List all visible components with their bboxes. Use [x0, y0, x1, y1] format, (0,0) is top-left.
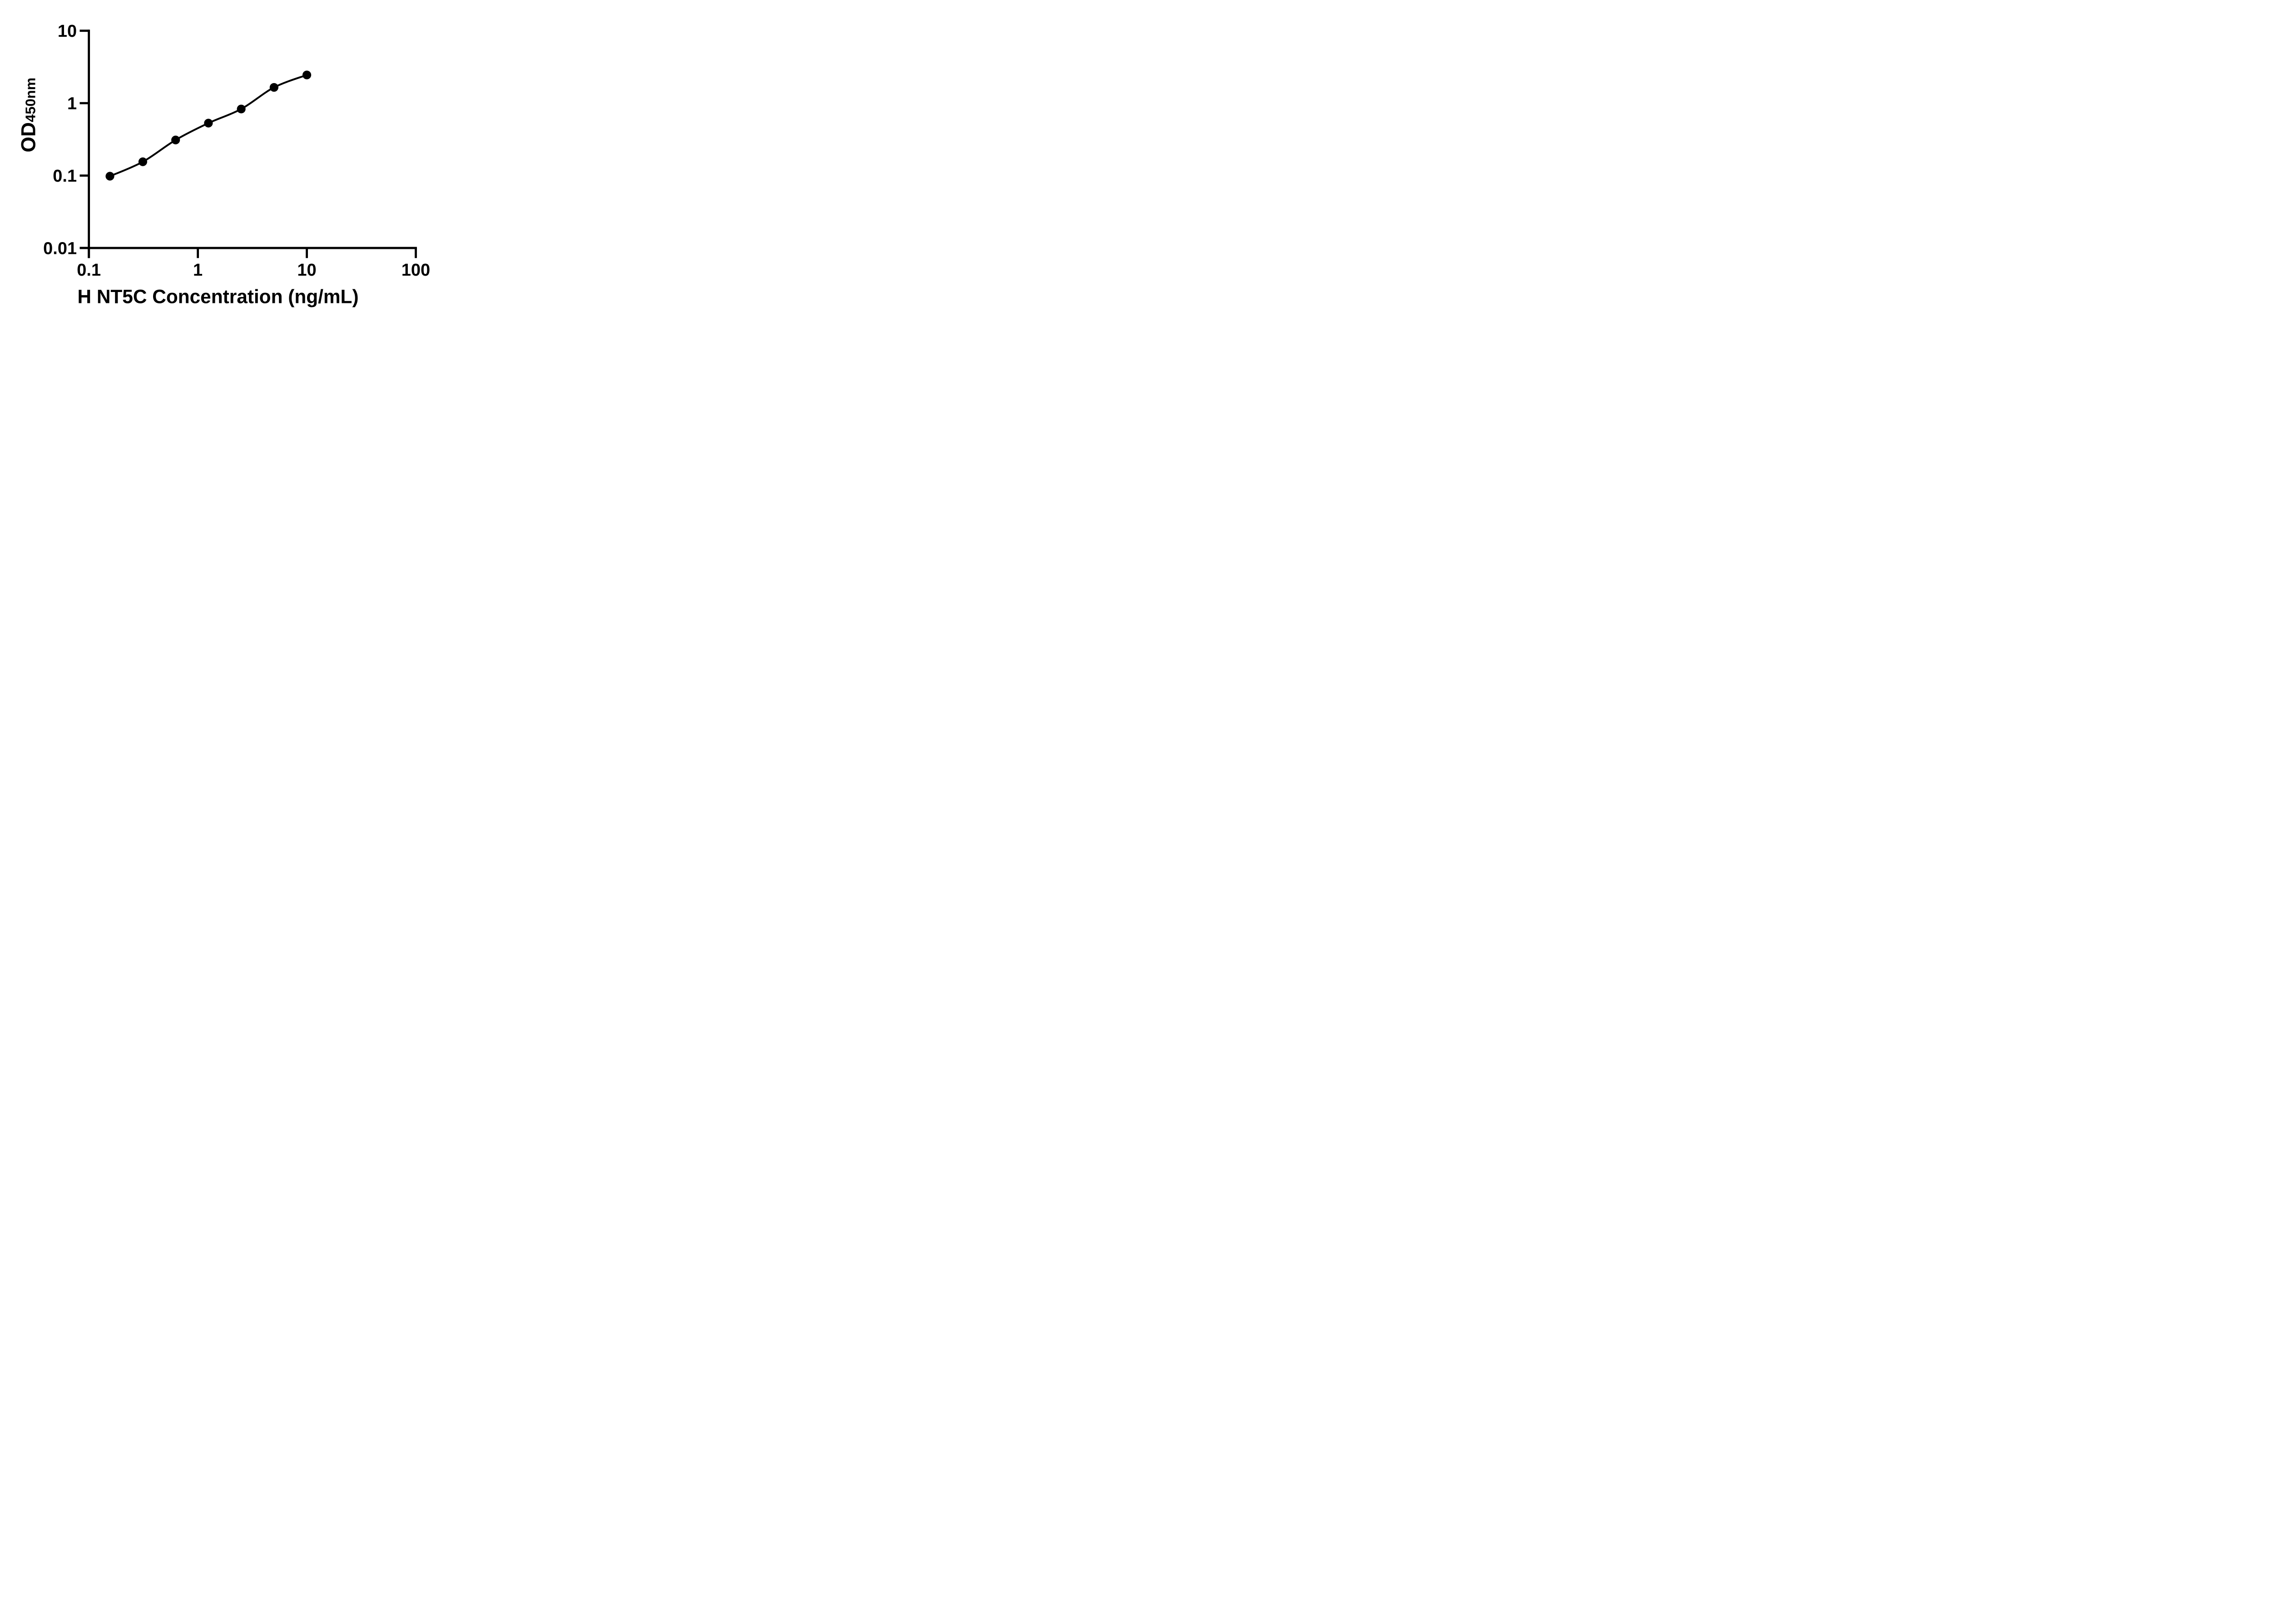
elisa-standard-curve-figure: 10 1 0.1 0.01 0.1 1 10 100 H NT5C Concentration… — [0, 0, 466, 325]
data-point — [171, 135, 180, 144]
x-tick-label: 10 — [297, 261, 316, 280]
axes — [79, 30, 417, 258]
data-point — [302, 70, 312, 79]
y-tick-label: 0.1 — [53, 167, 77, 186]
x-axis-title: H NT5C Concentration (ng/mL) — [77, 286, 358, 307]
y-axis-title-sub: 450nm — [23, 78, 39, 122]
data-point — [105, 172, 114, 181]
data-point — [138, 157, 148, 166]
y-axis-title-main: OD — [18, 122, 40, 153]
data-point — [269, 83, 278, 92]
y-tick-label: 10 — [58, 22, 77, 41]
x-tick-label: 0.1 — [77, 261, 101, 280]
x-tick-label: 100 — [402, 261, 430, 280]
y-tick-label: 1 — [67, 94, 77, 114]
data-point — [237, 104, 246, 114]
y-tick-label: 0.01 — [43, 239, 77, 258]
y-axis-title: OD450nm — [18, 78, 40, 153]
data-points — [105, 70, 312, 181]
data-point — [204, 119, 213, 128]
x-tick-label: 1 — [193, 261, 203, 280]
